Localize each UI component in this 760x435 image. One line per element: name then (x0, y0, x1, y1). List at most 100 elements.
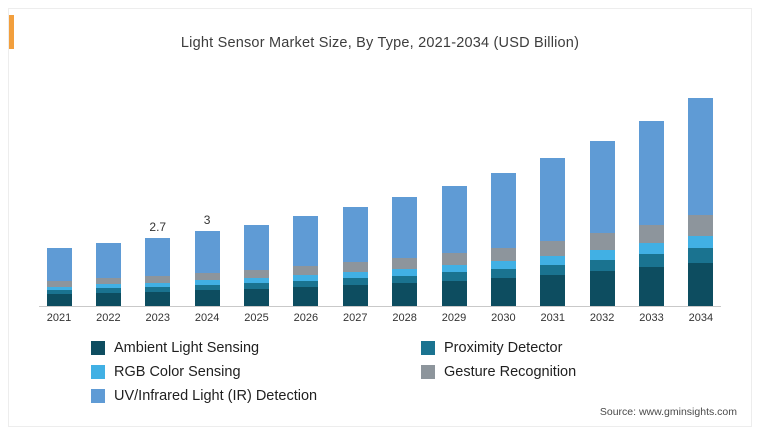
bar-group-2029 (434, 168, 474, 306)
bar-segment (688, 235, 714, 248)
bar-segment (145, 238, 171, 277)
bar-segment (540, 264, 566, 275)
bar-value-label: 2.7 (149, 220, 167, 235)
bar-group-2033 (632, 103, 672, 306)
bar-stack (342, 207, 368, 306)
plot-wrapper: 2.7 3 2021 2022 2023 2024 2025 2026 2027 2028 202… (9, 59, 751, 324)
legend-swatch-icon (91, 341, 105, 355)
legend-item: Ambient Light Sensing (91, 340, 421, 356)
x-axis-label: 2031 (540, 312, 565, 324)
bar-group-2027 (335, 189, 375, 306)
bar-segment (95, 284, 121, 289)
bar-stack (293, 216, 319, 306)
bar-segment (293, 266, 319, 276)
x-axis-label: 2023 (145, 312, 170, 324)
bar-segment (490, 268, 516, 279)
x-axis-label: 2034 (688, 312, 714, 324)
bar-segment (244, 278, 269, 284)
bar-segment (342, 207, 368, 263)
bar-group-2024: 3 (187, 213, 227, 306)
bar-segment (392, 283, 418, 306)
bar-segment (441, 265, 467, 273)
bar-stack (490, 173, 516, 306)
bar-segment (589, 249, 615, 260)
legend-item: Gesture Recognition (421, 364, 751, 380)
bar-segment (145, 276, 171, 284)
bar-segment (490, 260, 516, 269)
legend-swatch-icon (91, 365, 105, 379)
source-attribution: Source: www.gminsights.com (599, 406, 737, 418)
bar-segment (441, 280, 467, 306)
bar-stack (639, 120, 664, 306)
legend-item: UV/Infrared Light (IR) Detection (91, 388, 421, 404)
legend-swatch-icon (421, 365, 435, 379)
legend-swatch-icon (421, 341, 435, 355)
bar-segment (688, 98, 714, 215)
bar-segment (194, 272, 220, 281)
x-axis-label: 2033 (639, 312, 664, 324)
bar-segment (244, 283, 269, 289)
bar-segment (194, 290, 220, 306)
bar-stack (441, 186, 467, 306)
x-axis-label: 2028 (392, 312, 417, 324)
x-axis-label: 2024 (194, 312, 220, 324)
bar-segment (441, 272, 467, 281)
x-axis: 2021 2022 2023 2024 2025 2026 2027 2028 2029 2030… (39, 307, 721, 324)
bar-segment (639, 243, 664, 255)
bar-segment (589, 259, 615, 272)
bar-segment (244, 224, 269, 270)
bar-group-2021 (39, 230, 79, 306)
bar-segment (293, 287, 319, 306)
bar-segment (392, 197, 418, 259)
bar-segment (639, 254, 664, 268)
chart-card: Light Sensor Market Size, By Type, 2021-… (8, 8, 752, 427)
bar-stack (95, 243, 121, 306)
bar-segment (342, 285, 368, 306)
bar-segment (639, 224, 664, 244)
bar-stack (145, 238, 171, 306)
bar-group-2031 (533, 140, 573, 306)
bar-segment (441, 253, 467, 266)
bar-segment (540, 158, 566, 242)
plot-area: 2.7 3 (39, 59, 721, 307)
x-axis-label: 2025 (244, 312, 269, 324)
bar-stack (46, 248, 72, 306)
brand-accent-mark (9, 15, 14, 49)
bar-group-2025 (237, 207, 277, 306)
x-axis-label: 2027 (343, 312, 368, 324)
bar-group-2022 (88, 225, 128, 306)
legend-item: Proximity Detector (421, 340, 751, 356)
legend-label: Gesture Recognition (444, 364, 577, 380)
bar-segment (688, 214, 714, 236)
bar-segment (293, 280, 319, 287)
legend: Ambient Light Sensing Proximity Detector R… (91, 340, 751, 404)
bar-segment (540, 255, 566, 265)
bar-segment (95, 292, 121, 306)
bar-segment (145, 291, 171, 306)
bar-segment (688, 248, 714, 263)
bar-group-2026 (286, 198, 326, 306)
x-axis-label: 2026 (293, 312, 319, 324)
x-axis-label: 2030 (491, 312, 516, 324)
bar-stack (194, 230, 220, 306)
bar-segment (688, 262, 714, 306)
x-axis-label: 2022 (96, 312, 121, 324)
bar-segment (589, 271, 615, 306)
bar-segment (293, 216, 319, 267)
bar-segment (244, 269, 269, 279)
bar-group-2032 (582, 123, 622, 306)
bar-stack (244, 224, 269, 306)
bar-segment (46, 286, 72, 290)
legend-swatch-icon (91, 389, 105, 403)
bar-group-2023: 2.7 (138, 220, 178, 306)
bar-stack (688, 98, 714, 306)
bar-segment (46, 280, 72, 287)
bar-value-label: 3 (203, 212, 211, 227)
legend-label: Proximity Detector (444, 340, 563, 356)
bar-segment (46, 248, 72, 281)
bar-stack (540, 158, 566, 306)
bar-segment (95, 278, 121, 285)
bar-group-2030 (483, 155, 523, 306)
bar-segment (194, 284, 220, 291)
legend-item: RGB Color Sensing (91, 364, 421, 380)
